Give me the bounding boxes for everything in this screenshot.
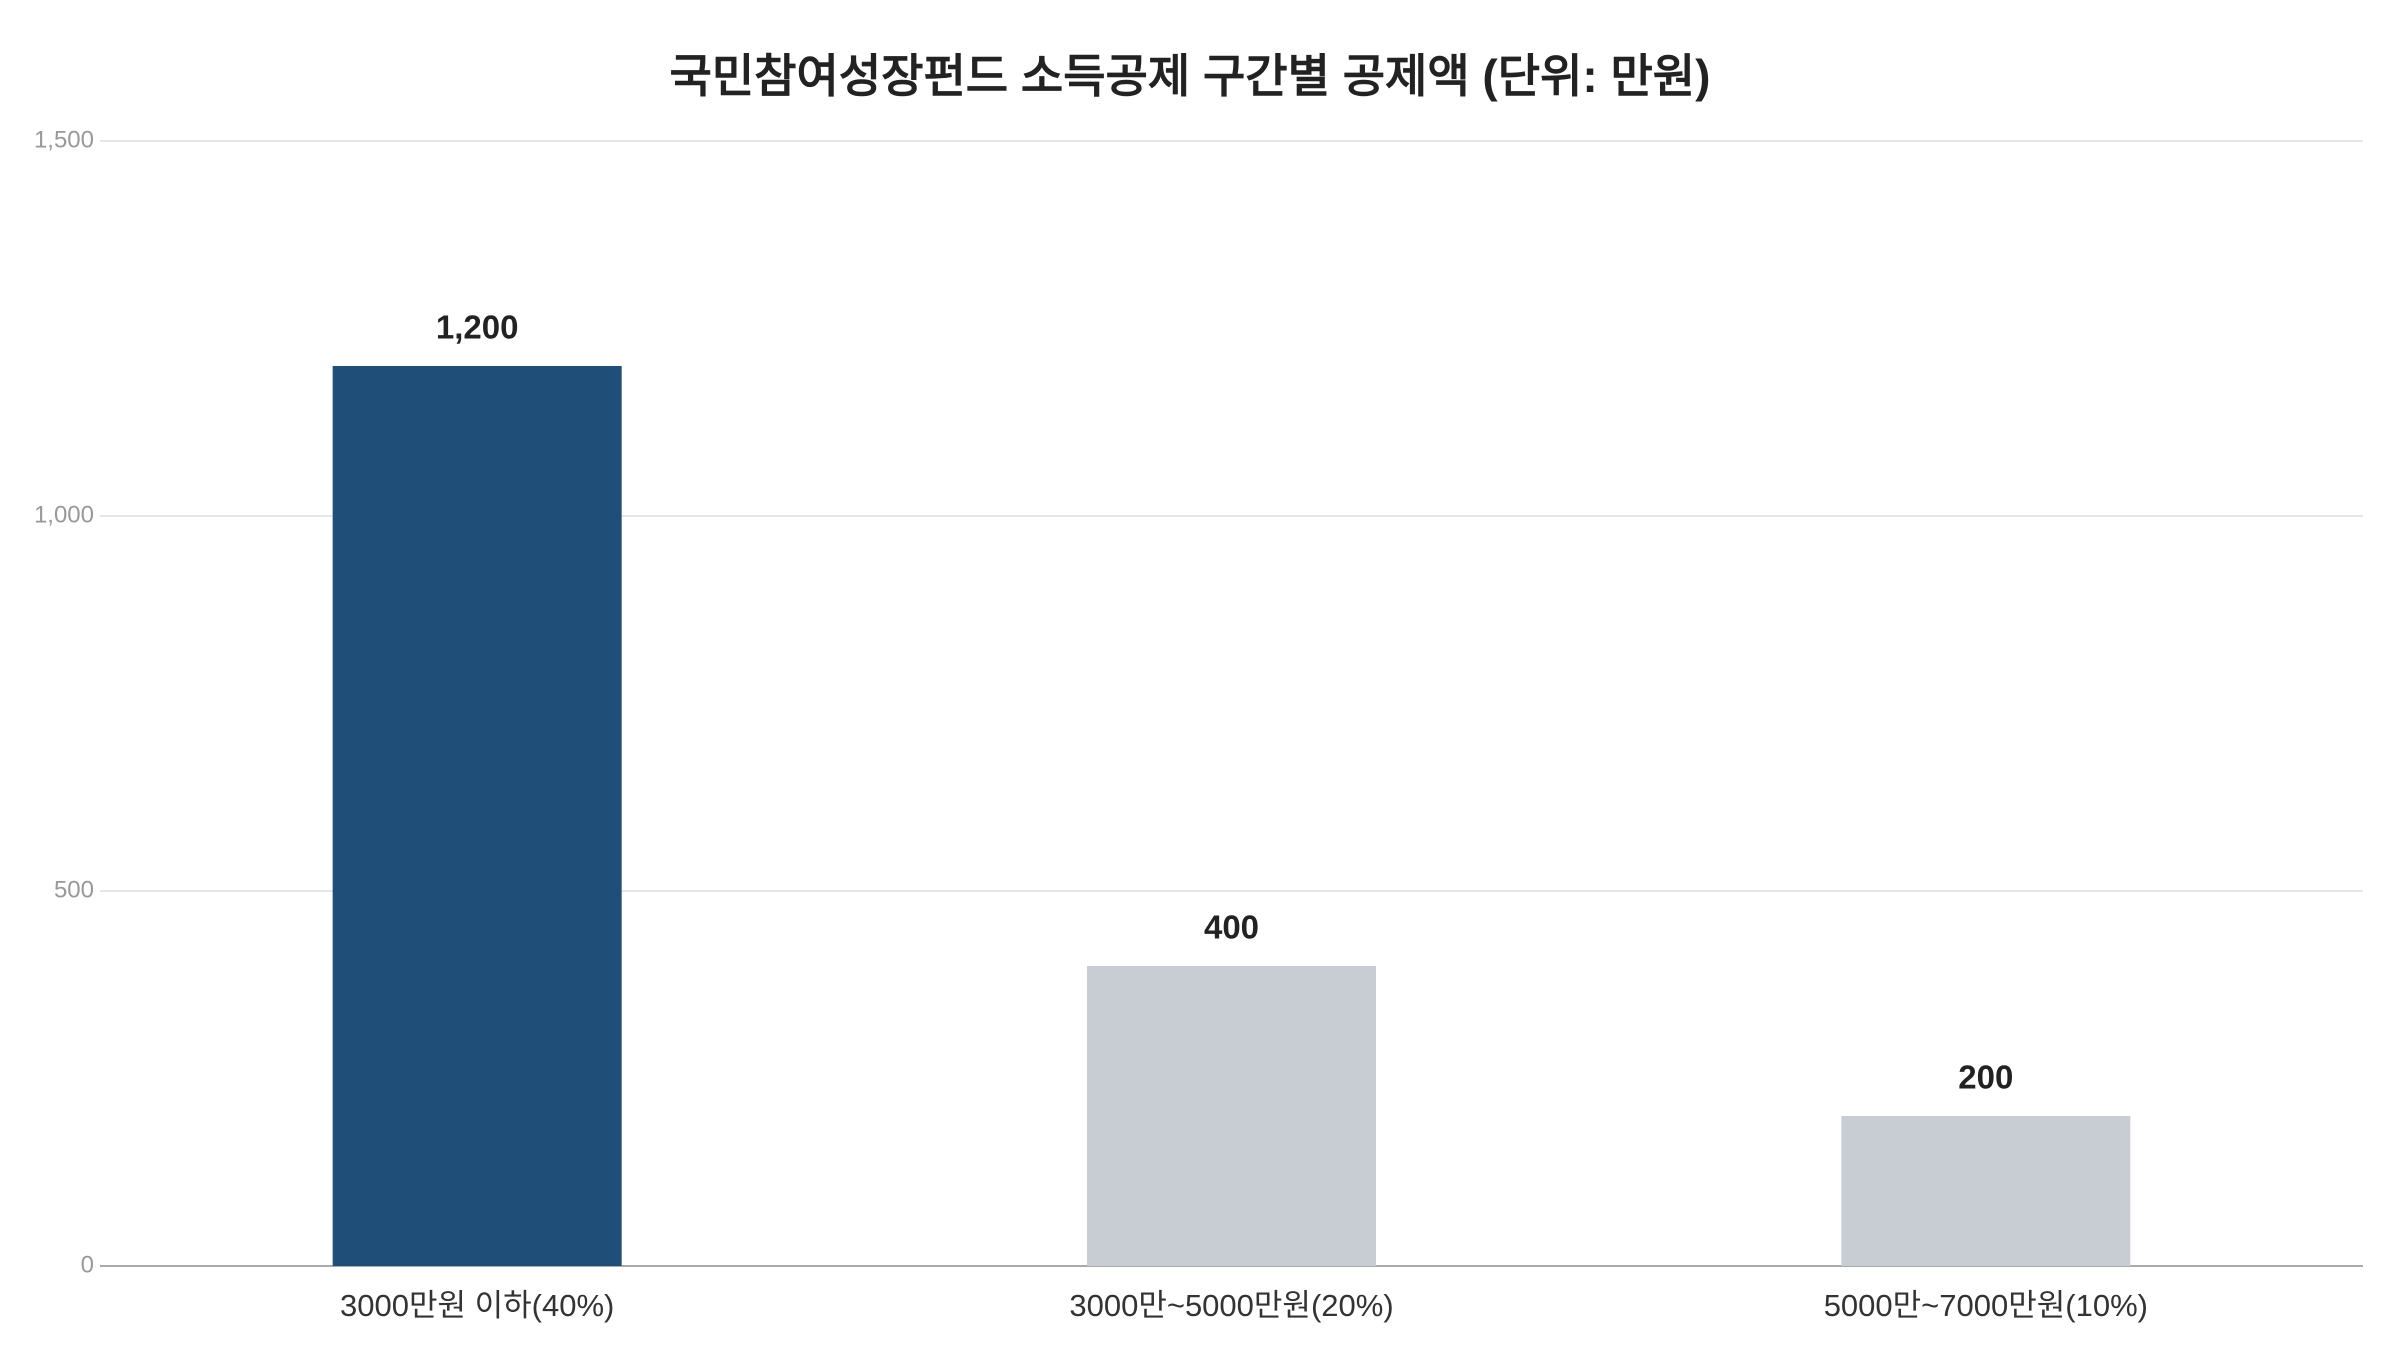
x-tick-label: 3000만원 이하(40%) — [340, 1288, 614, 1323]
chart-title: 국민참여성장펀드 소득공제 구간별 공제액 (단위: 만원) — [670, 50, 1711, 102]
value-label: 200 — [1958, 1059, 2013, 1096]
bar — [1841, 1116, 2131, 1266]
bar — [332, 366, 622, 1266]
bar — [1087, 966, 1376, 1266]
y-tick-label: 1,500 — [34, 126, 94, 153]
x-tick-label: 5000만~7000만원(10%) — [1824, 1288, 2148, 1323]
value-label: 400 — [1204, 909, 1259, 946]
y-tick-label: 500 — [54, 876, 94, 903]
y-tick-label: 0 — [81, 1251, 94, 1278]
y-tick-label: 1,000 — [34, 501, 94, 528]
x-tick-label: 3000만~5000만원(20%) — [1069, 1288, 1393, 1323]
value-label: 1,200 — [436, 309, 519, 346]
